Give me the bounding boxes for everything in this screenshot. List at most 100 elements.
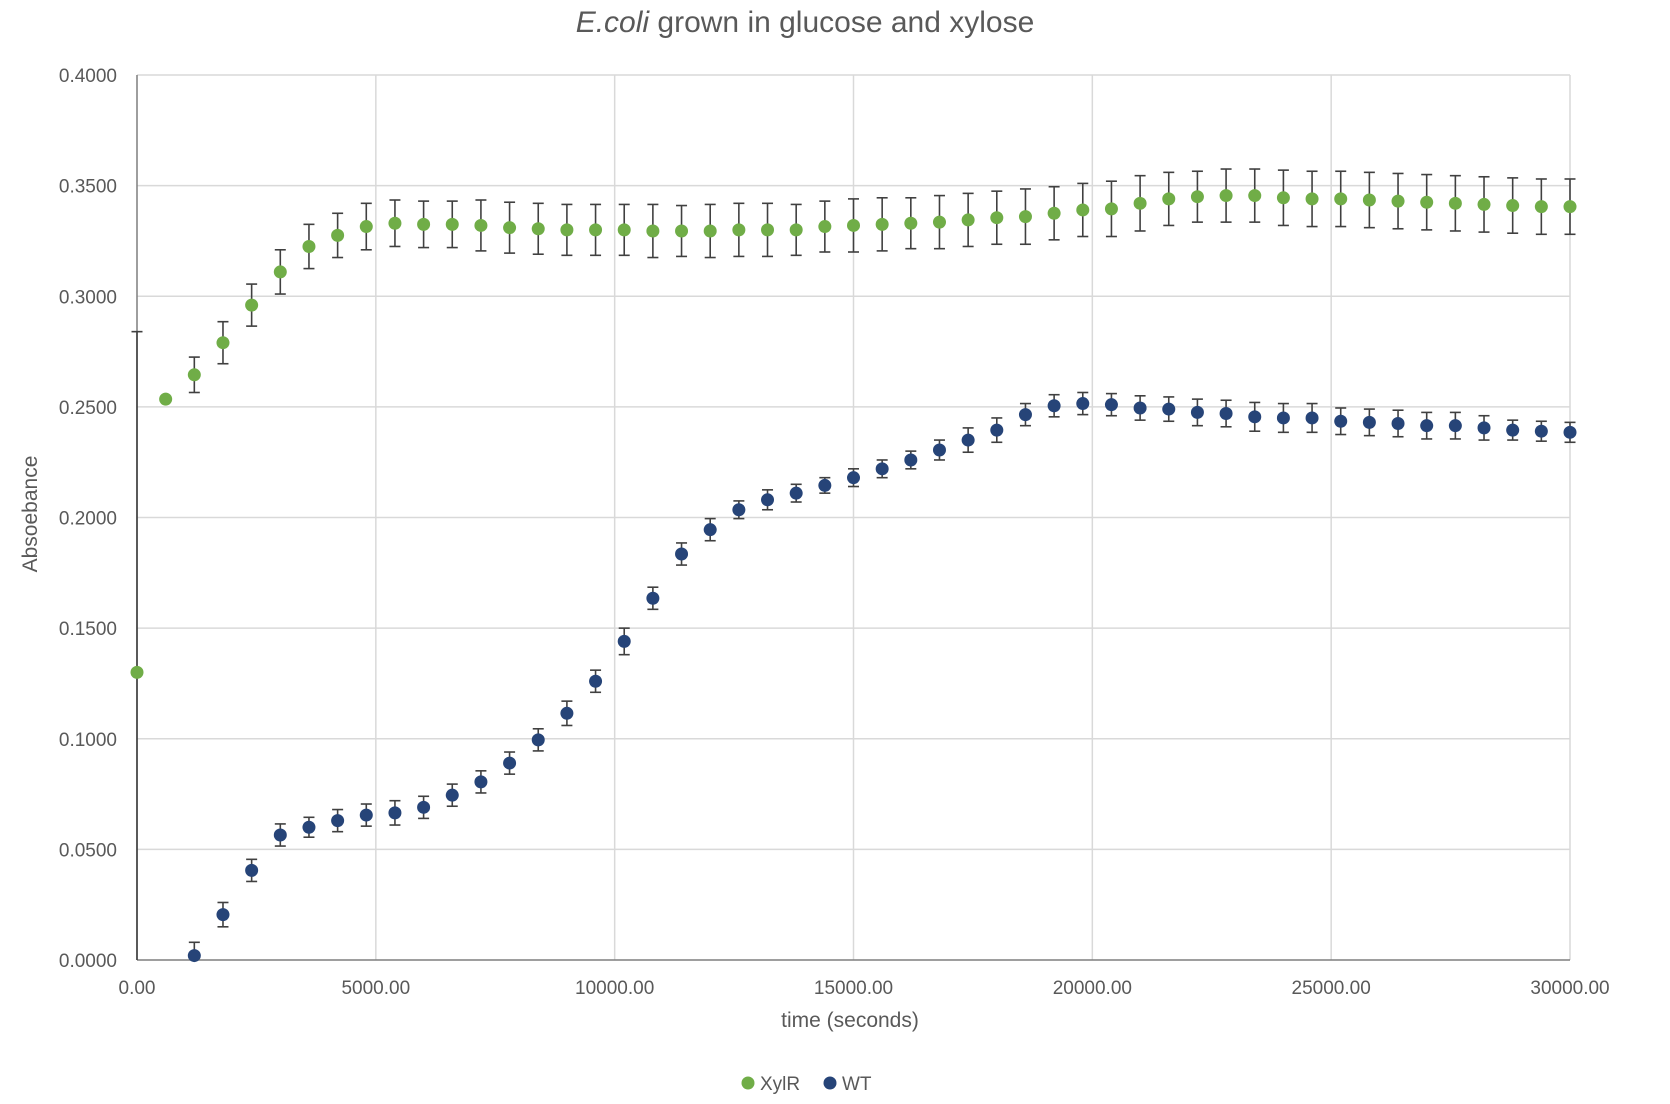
wt-point [388, 806, 402, 820]
xylr-point [761, 223, 775, 237]
wt-point [359, 808, 373, 822]
xylr-point [503, 221, 517, 235]
wt-point [187, 949, 201, 963]
xylr-point [646, 224, 660, 238]
xylr-legend-marker [741, 1076, 755, 1090]
xylr-point [1506, 199, 1520, 213]
wt-point [589, 674, 603, 688]
xylr-point [818, 220, 832, 234]
wt-point [703, 523, 717, 537]
y-tick-label: 0.2000 [59, 509, 117, 530]
wt-point [474, 775, 488, 789]
x-tick-label: 0.00 [119, 978, 156, 999]
y-tick-label: 0.3000 [59, 287, 117, 308]
xylr-point [1563, 200, 1577, 214]
wt-point [961, 433, 975, 447]
xylr-point [732, 223, 746, 237]
xylr-point [359, 220, 373, 234]
xylr-point [1334, 192, 1348, 206]
legend: XylR WT [741, 1074, 872, 1095]
wt-legend-label: WT [842, 1074, 872, 1095]
wt-point [273, 828, 287, 842]
xylr-point [245, 298, 259, 312]
xylr-point [1076, 203, 1090, 217]
wt-point [1018, 408, 1032, 422]
xylr-point [474, 218, 488, 232]
xylr-point [1133, 196, 1147, 210]
xylr-point [388, 216, 402, 230]
wt-point [216, 908, 230, 922]
wt-point [1534, 424, 1548, 438]
wt-point [646, 591, 660, 605]
wt-point [1219, 407, 1233, 421]
chart-title-italic: E.coli [576, 6, 651, 39]
wt-point [1047, 399, 1061, 413]
xylr-point [331, 228, 345, 242]
wt-point [560, 706, 574, 720]
wt-point [245, 863, 259, 877]
xylr-point [675, 224, 689, 238]
tick-labels: 0.0000 0.0500 0.1000 0.1500 0.2000 0.2500 0.30… [59, 66, 1610, 999]
wt-point [445, 788, 459, 802]
wt-point [732, 503, 746, 517]
xylr-point [1305, 192, 1319, 206]
wt-point [1190, 405, 1204, 419]
xylr-point [1047, 206, 1061, 220]
xylr-point [1448, 196, 1462, 210]
xylr-point [703, 224, 717, 238]
y-axis-title: Absoebance [19, 456, 42, 573]
xylr-point [1104, 202, 1118, 216]
x-axis-title: time (seconds) [781, 1009, 919, 1032]
xylr-point [875, 217, 889, 231]
chart-title: E.coli grown in glucose and xylose [576, 6, 1035, 39]
wt-point [1391, 416, 1405, 430]
y-tick-label: 0.1500 [59, 619, 117, 640]
xylr-point [445, 217, 459, 231]
xylr-point [990, 211, 1004, 225]
xylr-point [1477, 197, 1491, 211]
xylr-point [1018, 210, 1032, 224]
xylr-point [1162, 192, 1176, 206]
xylr-point [847, 218, 860, 232]
wt-point [1305, 411, 1319, 425]
wt-point [847, 471, 860, 485]
wt-point [1076, 397, 1090, 411]
xylr-point [1362, 193, 1376, 207]
wt-point [617, 634, 631, 648]
wt-point [503, 756, 517, 770]
y-tick-label: 0.1000 [59, 730, 117, 751]
xylr-point [1219, 189, 1233, 203]
data-points [130, 189, 1577, 963]
wt-point [675, 547, 689, 561]
xylr-point [1534, 200, 1548, 214]
wt-point [302, 820, 316, 834]
wt-point [1420, 419, 1434, 433]
wt-point [417, 800, 431, 814]
wt-point [1162, 402, 1176, 416]
wt-point [531, 733, 545, 747]
wt-point [1448, 419, 1462, 433]
x-tick-label: 30000.00 [1530, 978, 1609, 999]
xylr-point [302, 239, 316, 253]
xylr-point [187, 368, 201, 382]
wt-point [1104, 398, 1118, 412]
xylr-point [273, 265, 287, 279]
wt-point [1506, 423, 1520, 437]
x-tick-label: 25000.00 [1292, 978, 1371, 999]
x-tick-label: 15000.00 [814, 978, 893, 999]
x-tick-label: 20000.00 [1053, 978, 1132, 999]
xylr-point [1276, 191, 1290, 205]
y-tick-label: 0.2500 [59, 398, 117, 419]
wt-point [789, 486, 803, 500]
wt-point [990, 423, 1004, 437]
xylr-legend-label: XylR [760, 1074, 800, 1095]
xylr-point [789, 223, 803, 237]
wt-point [1563, 425, 1577, 439]
y-tick-label: 0.0000 [59, 951, 117, 972]
xylr-point [531, 222, 545, 236]
xylr-point [130, 665, 144, 679]
xylr-point [961, 213, 975, 227]
x-tick-label: 5000.00 [341, 978, 410, 999]
xylr-point [560, 223, 574, 237]
